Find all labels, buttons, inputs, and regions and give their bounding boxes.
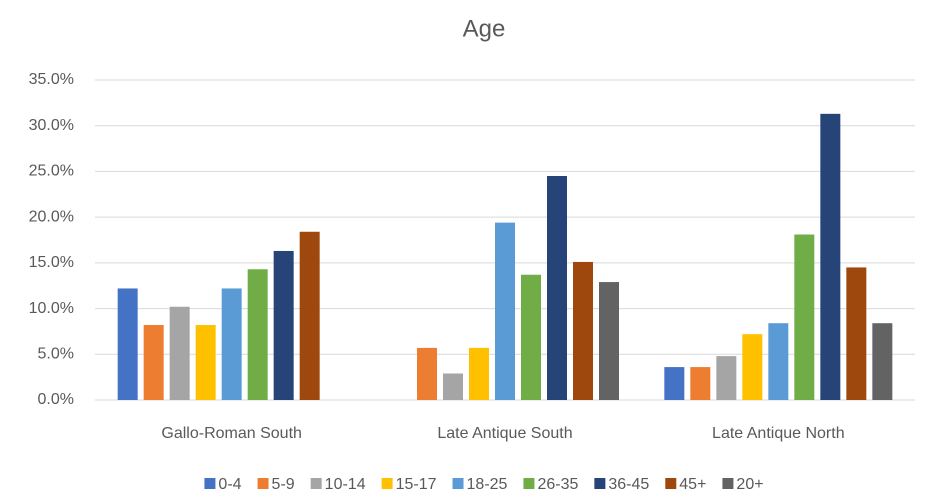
bar (221, 288, 242, 400)
bar (872, 323, 893, 400)
y-tick-label: 15.0% (29, 254, 74, 271)
legend-swatch (523, 478, 535, 489)
bar (846, 267, 867, 400)
bar (117, 288, 138, 400)
y-tick-label: 35.0% (29, 71, 74, 88)
bar (742, 334, 763, 400)
legend-swatch (594, 478, 606, 489)
bar (495, 222, 515, 400)
legend-label: 15-17 (396, 476, 437, 493)
legend-label: 5-9 (272, 476, 295, 493)
x-tick-label: Late Antique South (437, 425, 572, 442)
y-tick-label: 25.0% (29, 163, 74, 180)
bar (573, 261, 593, 400)
legend-label: 10-14 (325, 476, 366, 493)
y-tick-label: 10.0% (29, 300, 74, 317)
x-tick-label: Late Antique North (712, 425, 845, 442)
bar (469, 347, 489, 400)
bar (195, 325, 216, 400)
legend-swatch (257, 478, 269, 489)
legend-swatch (204, 478, 216, 489)
bar (443, 373, 463, 400)
bar (794, 234, 815, 400)
legend-swatch (722, 478, 734, 489)
y-tick-label: 30.0% (29, 117, 74, 134)
bar (247, 269, 268, 400)
bar (273, 250, 294, 400)
y-tick-label: 0.0% (38, 391, 74, 408)
y-tick-label: 5.0% (38, 346, 74, 363)
legend-label: 18-25 (467, 476, 508, 493)
legend-label: 20+ (736, 476, 763, 493)
bar (521, 274, 541, 400)
chart-title: Age (463, 15, 506, 42)
x-tick-label: Gallo-Roman South (161, 425, 302, 442)
bar (690, 367, 711, 400)
legend-label: 26-35 (537, 476, 578, 493)
legend-swatch (452, 478, 464, 489)
bar (820, 113, 841, 400)
bar (768, 323, 789, 400)
y-tick-label: 20.0% (29, 208, 74, 225)
bar (143, 325, 164, 400)
bar (299, 231, 320, 400)
legend-swatch (310, 478, 322, 489)
bar (417, 347, 437, 400)
bar (169, 306, 190, 400)
bar (547, 176, 567, 400)
bar (599, 282, 619, 400)
legend-swatch (665, 478, 677, 489)
legend-label: 36-45 (608, 476, 649, 493)
legend-swatch (381, 478, 393, 489)
legend-label: 0-4 (218, 476, 241, 493)
bar (716, 356, 737, 400)
legend-label: 45+ (679, 476, 706, 493)
bar (664, 367, 685, 400)
